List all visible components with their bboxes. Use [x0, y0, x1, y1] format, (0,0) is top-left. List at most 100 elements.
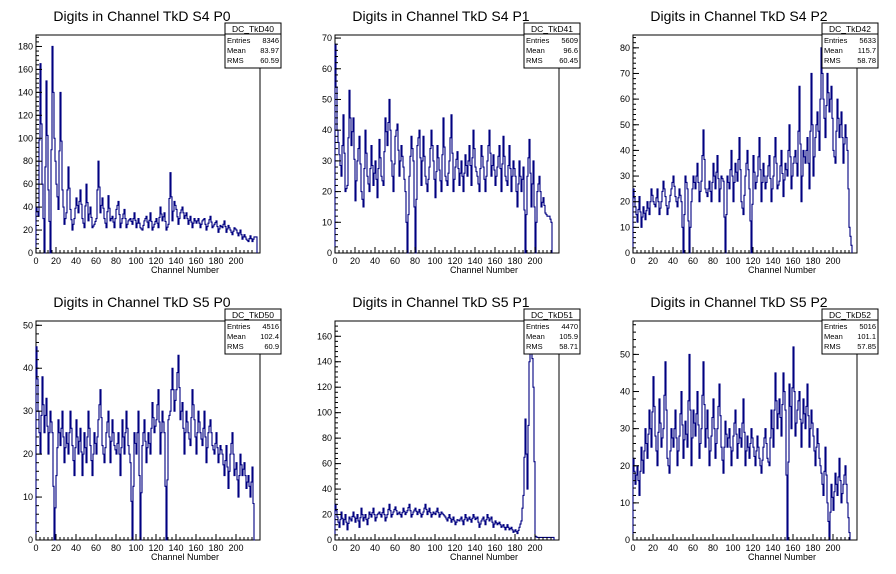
x-tick-label: 40 — [668, 256, 678, 266]
x-tick-label: 120 — [447, 543, 462, 553]
x-tick-label: 80 — [111, 256, 121, 266]
stats-entries-label: Entries — [227, 36, 251, 45]
stats-rms-value: 60.45 — [559, 56, 578, 65]
y-tick-label: 10 — [23, 492, 33, 502]
x-tick-label: 80 — [410, 543, 420, 553]
y-tick-label: 40 — [23, 202, 33, 212]
x-tick-label: 40 — [370, 543, 380, 553]
stats-entries-label: Entries — [824, 36, 848, 45]
chart-title: Digits in Channel TkD S5 P1 — [352, 294, 529, 310]
x-tick-label: 60 — [688, 543, 698, 553]
y-tick-label: 0 — [625, 248, 630, 258]
stats-histogram-name: DC_TkD41 — [531, 24, 573, 34]
x-tick-label: 60 — [91, 256, 101, 266]
y-tick-label: 140 — [18, 87, 33, 97]
y-tick-label: 30 — [322, 156, 332, 166]
x-tick-label: 0 — [33, 543, 38, 553]
x-axis-label: Channel Number — [748, 265, 816, 275]
histogram-panel-2: Digits in Channel TkD S4 P10 20 40 60 80 100 1… — [322, 8, 581, 275]
x-tick-label: 140 — [467, 256, 482, 266]
stats-histogram-name: DC_TkD50 — [232, 310, 274, 320]
y-tick-label: 60 — [322, 64, 332, 74]
x-tick-label: 80 — [111, 543, 121, 553]
stats-entries-value: 4470 — [561, 322, 578, 331]
y-tick-label: 140 — [317, 357, 332, 367]
stats-rms-label: RMS — [824, 56, 841, 65]
y-tick-label: 70 — [620, 68, 630, 78]
x-tick-label: 160 — [487, 256, 502, 266]
stats-mean-label: Mean — [824, 46, 843, 55]
stats-mean-label: Mean — [824, 332, 843, 341]
stats-entries-label: Entries — [227, 322, 251, 331]
x-tick-label: 200 — [228, 256, 243, 266]
x-tick-label: 180 — [208, 543, 223, 553]
x-tick-label: 140 — [168, 543, 183, 553]
histogram-panel-1: Digits in Channel TkD S4 P0 0 20 40 60 80 100 1… — [18, 8, 282, 275]
stats-rms-label: RMS — [526, 342, 543, 351]
y-tick-label: 70 — [322, 33, 332, 43]
y-tick-label: 20 — [23, 225, 33, 235]
x-tick-label: 20 — [51, 256, 61, 266]
stats-rms-label: RMS — [526, 56, 543, 65]
y-tick-label: 0 — [327, 248, 332, 258]
histogram-series — [35, 346, 255, 541]
y-tick-label: 0 — [327, 535, 332, 545]
stats-entries-label: Entries — [526, 36, 550, 45]
x-tick-label: 180 — [507, 543, 522, 553]
y-tick-label: 160 — [18, 64, 33, 74]
x-tick-label: 20 — [648, 543, 658, 553]
y-tick-label: 180 — [18, 41, 33, 51]
stats-box: DC_TkD40 Entries 8346 Mean 83.97 RMS 60.59 — [224, 22, 282, 69]
x-tick-label: 140 — [765, 256, 780, 266]
x-tick-label: 0 — [630, 543, 635, 553]
x-tick-label: 180 — [507, 256, 522, 266]
stats-mean-value: 83.97 — [260, 46, 279, 55]
stats-histogram-name: DC_TkD42 — [829, 24, 871, 34]
stats-mean-value: 115.7 — [858, 46, 876, 55]
y-tick-label: 40 — [322, 125, 332, 135]
stats-entries-label: Entries — [824, 322, 848, 331]
stats-box: DC_TkD42 Entries 5633 Mean 115.7 RMS 58.78 — [821, 22, 879, 69]
stats-box: DC_TkD41 Entries 5609 Mean 96.6 RMS 60.45 — [523, 22, 581, 69]
histogram-series — [632, 47, 853, 254]
y-tick-label: 40 — [322, 484, 332, 494]
stats-rms-label: RMS — [227, 342, 244, 351]
stats-rms-value: 60.59 — [260, 56, 279, 65]
stats-entries-value: 4516 — [262, 322, 279, 331]
stats-box-frame — [523, 308, 581, 355]
stats-box: DC_TkD51 Entries 4470 Mean 105.9 RMS 58.71 — [523, 308, 581, 355]
y-tick-label: 50 — [620, 349, 630, 359]
stats-box-frame — [821, 22, 879, 69]
histogram-series — [334, 43, 553, 254]
x-tick-label: 20 — [350, 256, 360, 266]
stats-histogram-name: DC_TkD52 — [829, 310, 871, 320]
y-tick-label: 0 — [28, 535, 33, 545]
y-tick-label: 0 — [625, 535, 630, 545]
x-tick-label: 120 — [148, 543, 163, 553]
stats-entries-value: 5609 — [561, 36, 578, 45]
x-tick-label: 120 — [745, 543, 760, 553]
y-tick-label: 40 — [620, 145, 630, 155]
histogram-panel-5: Digits in Channel TkD S5 P1 0 20 40 60 80 100 1… — [317, 294, 581, 562]
y-tick-label: 100 — [317, 408, 332, 418]
y-tick-label: 20 — [322, 187, 332, 197]
x-tick-label: 140 — [467, 543, 482, 553]
x-tick-label: 100 — [427, 543, 442, 553]
stats-mean-label: Mean — [526, 46, 545, 55]
y-tick-label: 10 — [620, 498, 630, 508]
y-tick-label: 30 — [620, 171, 630, 181]
y-tick-label: 20 — [620, 461, 630, 471]
stats-mean-label: Mean — [227, 332, 246, 341]
stats-histogram-name: DC_TkD51 — [531, 310, 573, 320]
x-tick-label: 160 — [188, 256, 203, 266]
y-tick-label: 120 — [18, 110, 33, 120]
x-tick-label: 180 — [805, 256, 820, 266]
y-tick-label: 60 — [322, 459, 332, 469]
x-tick-label: 180 — [208, 256, 223, 266]
x-tick-label: 0 — [630, 256, 635, 266]
y-tick-label: 50 — [23, 320, 33, 330]
stats-mean-value: 96.6 — [563, 46, 578, 55]
stats-mean-value: 101.1 — [857, 332, 876, 341]
y-tick-label: 80 — [322, 433, 332, 443]
